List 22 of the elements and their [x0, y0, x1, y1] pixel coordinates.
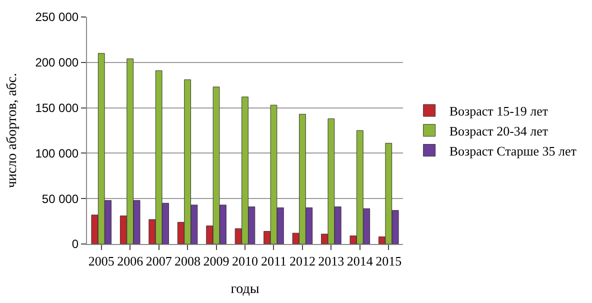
x-tick-label: 2011 [260, 254, 286, 269]
x-tick-label: 2012 [289, 254, 316, 269]
y-tick-label: 250 000 [35, 10, 79, 24]
x-axis-title: годы [230, 282, 260, 297]
y-tick-label: 200 000 [35, 56, 79, 70]
x-tick-label: 2015 [376, 254, 402, 269]
legend-label: Возраст 20-34 лет [449, 123, 548, 138]
y-tick-label: 100 000 [35, 146, 79, 160]
x-tick-label: 2010 [232, 254, 258, 269]
x-tick-label: 2005 [88, 254, 114, 269]
x-tick-label: 2013 [318, 254, 344, 269]
y-tick-label: 0 [72, 237, 79, 252]
y-tick-label: 150 000 [35, 101, 79, 115]
y-tick-label: 50 000 [42, 192, 79, 206]
x-tick-label: 2014 [346, 254, 374, 269]
legend-label: Возраст Старше 35 лет [449, 143, 577, 158]
x-tick-label: 2006 [117, 254, 144, 269]
x-tick-label: 2009 [203, 254, 230, 269]
legend-label: Возраст 15-19 лет [449, 104, 548, 119]
y-axis-title: число абортов, абс. [4, 73, 20, 188]
x-tick-label: 2007 [146, 254, 172, 269]
x-tick-label: 2008 [174, 254, 201, 269]
